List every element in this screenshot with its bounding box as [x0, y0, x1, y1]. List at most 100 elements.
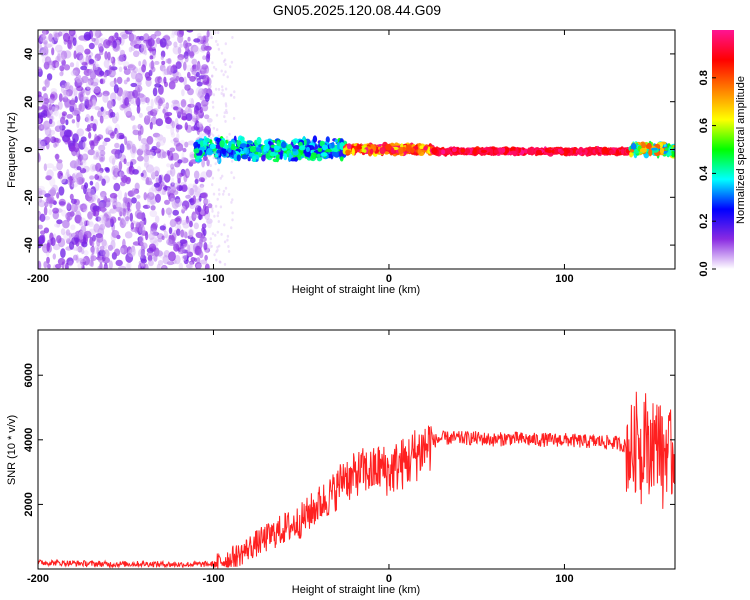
spectrogram-cell — [38, 43, 42, 49]
spectrogram-cell — [225, 111, 229, 115]
spectrogram-cell — [129, 212, 133, 222]
spectrogram-cell — [502, 147, 506, 153]
spectrogram-cell — [131, 197, 137, 204]
spectrogram-cell — [233, 90, 236, 94]
spectrogram-cell — [196, 263, 202, 269]
spectrogram-cell — [263, 145, 267, 153]
spectrogram-cell — [211, 61, 214, 65]
spectrogram-cell — [159, 64, 166, 72]
spectrogram-cell — [84, 48, 91, 55]
spectrogram-cell — [38, 260, 42, 269]
spectrogram-cell — [182, 147, 187, 153]
spectrogram-cell — [43, 261, 48, 269]
spectrogram-cell — [135, 96, 139, 105]
spectrogram-cell — [58, 31, 63, 37]
spectrogram-cell — [68, 260, 73, 267]
spectrogram-cell — [95, 181, 100, 191]
spectrogram-cell — [207, 84, 212, 89]
spectrogram-cell — [445, 148, 451, 154]
spectrogram-cell — [76, 44, 85, 54]
spectrogram-cell — [60, 84, 65, 94]
spectrogram-cell — [98, 144, 106, 152]
spectrogram-cell — [67, 137, 71, 145]
spectrogram-cell — [135, 72, 143, 83]
spectrogram-cell — [169, 147, 176, 153]
spectrogram-cell — [168, 227, 173, 235]
spectrogram-cell — [215, 153, 219, 158]
spectrogram-cell — [189, 75, 196, 82]
spectrogram-cell — [175, 76, 180, 81]
y-tick-label: 6000 — [23, 363, 35, 387]
spectrogram-cell — [64, 82, 70, 90]
spectrogram-cell — [163, 173, 171, 183]
spectrogram-cell — [227, 147, 232, 153]
spectrogram-cell — [268, 140, 272, 146]
spectrogram-cell — [70, 180, 79, 188]
spectrogram-cell — [105, 126, 113, 134]
spectrogram-cell — [83, 250, 89, 256]
spectrogram-cell — [201, 158, 206, 168]
spectrogram-cell — [228, 140, 232, 148]
spectrogram-cell — [127, 30, 136, 33]
spectrogram-cell — [213, 214, 216, 218]
spectrogram-cell — [615, 149, 620, 155]
spectrogram-cell — [190, 237, 196, 244]
spectrogram-cell — [221, 174, 224, 178]
colorbar-tick-label: 0.2 — [698, 214, 710, 229]
y-tick-label: -20 — [23, 189, 35, 205]
spectrogram-cell — [201, 132, 208, 138]
spectrogram-cell — [124, 97, 130, 106]
spectrogram-cell — [90, 115, 94, 122]
spectrogram-cell — [246, 140, 253, 144]
spectrogram-cell — [184, 84, 191, 91]
spectrogram-cell — [206, 169, 213, 178]
spectrogram-cell — [199, 131, 203, 140]
spectrogram-cell — [239, 143, 247, 148]
x-tick-label: 100 — [555, 573, 573, 585]
spectrogram-cell — [156, 263, 161, 269]
spectrogram-cell — [154, 148, 162, 154]
spectrogram-cell — [43, 136, 51, 144]
spectrogram-cell — [212, 134, 215, 138]
spectrogram-cell — [66, 114, 74, 119]
spectrogram-cell — [142, 204, 151, 209]
spectrogram-heatmap — [38, 30, 675, 269]
spectrogram-cell — [215, 113, 219, 117]
spectrogram-cell — [419, 145, 424, 150]
spectrogram-cell — [188, 220, 193, 228]
spectrogram-cell — [174, 217, 181, 222]
spectrogram-cell — [211, 176, 215, 180]
spectrogram-cell — [177, 34, 184, 44]
spectrogram-cell — [117, 216, 121, 221]
spectrogram-cell — [116, 36, 122, 43]
spectrogram-cell — [128, 46, 133, 53]
spectrogram-cell — [38, 139, 43, 149]
spectrogram-cell — [149, 55, 154, 60]
spectrogram-cell — [39, 213, 46, 222]
spectrogram-cell — [147, 38, 155, 47]
spectrogram-cell — [203, 204, 207, 211]
spectrogram-cell — [76, 166, 82, 171]
x-tick-label: -200 — [27, 573, 49, 585]
spectrogram-cell — [93, 86, 101, 94]
spectrogram-cell — [224, 119, 227, 123]
spectrogram-cell — [379, 147, 386, 155]
spectrogram-cell — [93, 155, 98, 160]
spectrogram-cell — [217, 153, 220, 156]
spectrogram-cell — [51, 47, 55, 56]
spectrogram-cell — [164, 199, 170, 205]
spectrogram-cell — [54, 223, 61, 228]
spectrogram-cell — [151, 171, 156, 180]
spectrogram-cell — [146, 96, 150, 106]
spectrogram-cell — [52, 253, 56, 260]
spectrogram-cell — [465, 148, 471, 154]
spectrogram-cell — [132, 169, 139, 175]
spectrogram-cell — [546, 149, 553, 153]
snr-frame — [37, 329, 676, 570]
spectrogram-cell — [136, 194, 141, 199]
spectrogram-cell — [489, 148, 494, 156]
spectrogram-cell — [62, 32, 71, 43]
spectrogram-cell — [126, 77, 130, 82]
spectrogram-cell — [124, 231, 133, 239]
spectrogram-cell — [231, 159, 234, 163]
